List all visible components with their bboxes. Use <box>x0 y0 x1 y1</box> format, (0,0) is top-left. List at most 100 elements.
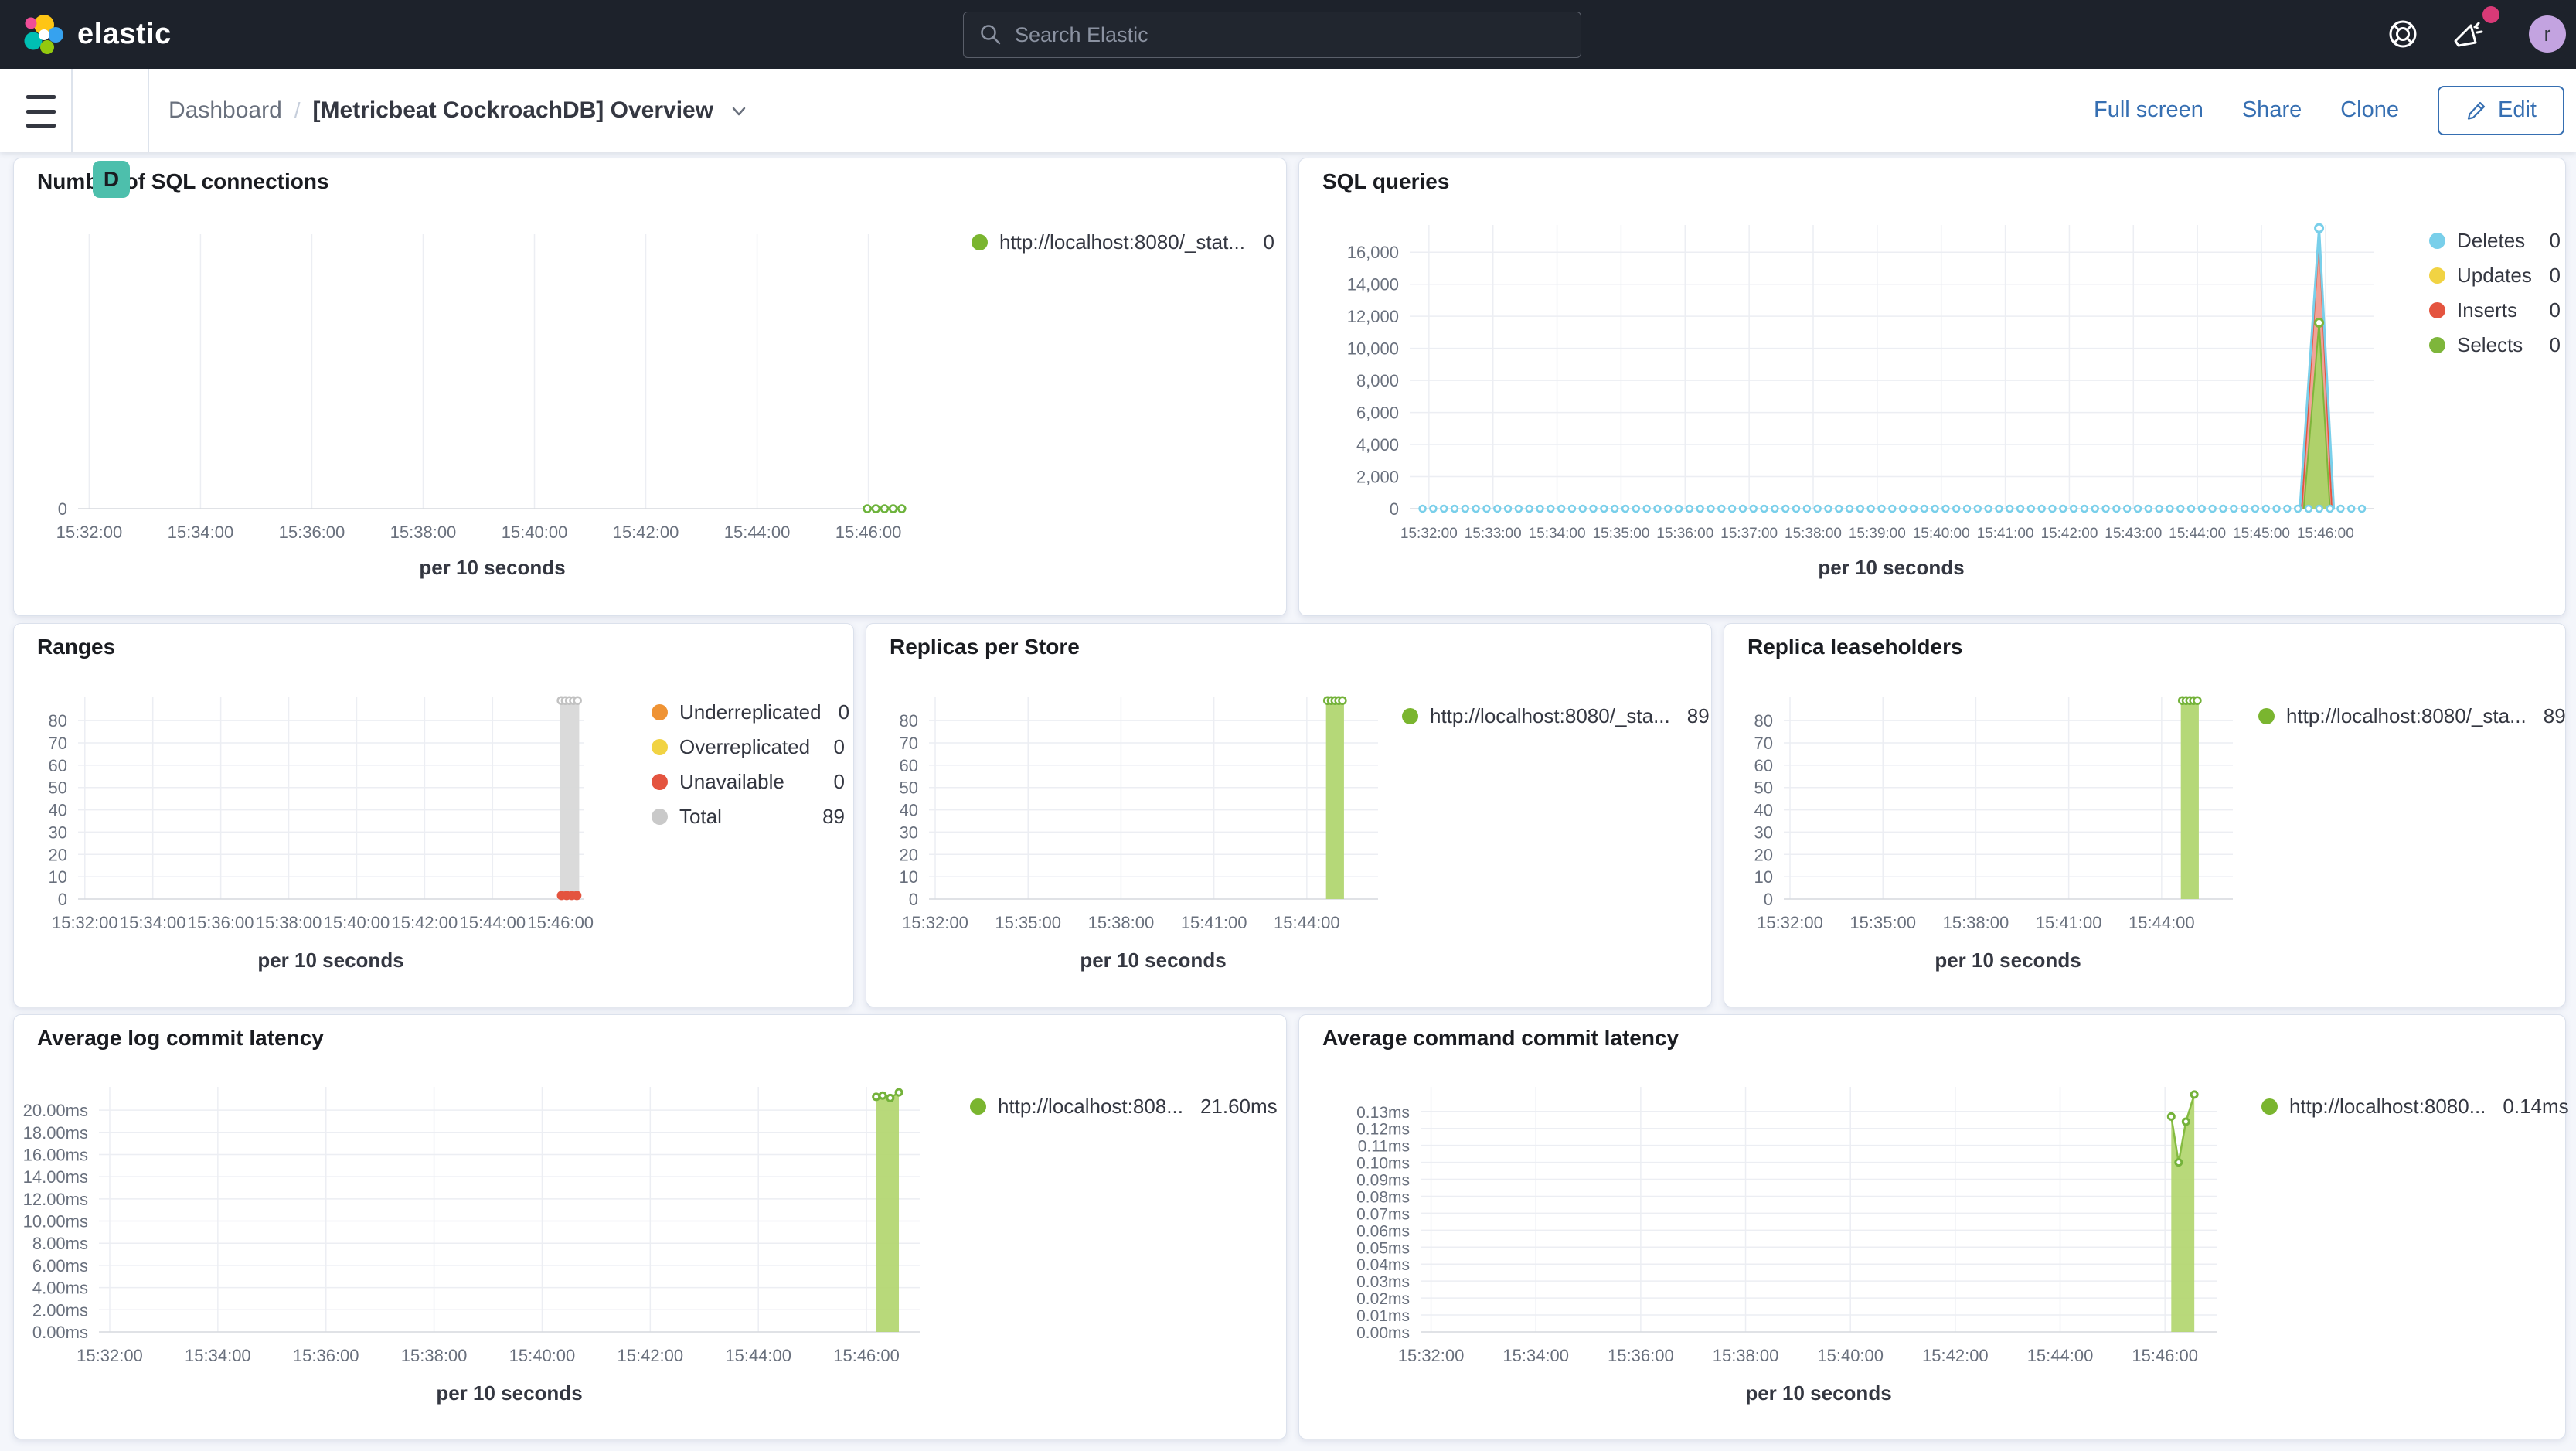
legend-item[interactable]: Overreplicated 0 <box>652 730 845 765</box>
legend-item[interactable]: http://localhost:8080/_sta... 89 <box>1402 699 1710 734</box>
svg-text:80: 80 <box>1754 711 1773 731</box>
svg-text:15:44:00: 15:44:00 <box>725 1346 791 1365</box>
svg-text:12,000: 12,000 <box>1347 307 1399 326</box>
chart-canvas[interactable]: 15:32:00 15:34:00 15:36:00 15:38:00 15:40:00… <box>14 1015 1284 1436</box>
svg-text:15:41:00: 15:41:00 <box>1977 526 2034 542</box>
global-search[interactable] <box>963 12 1581 58</box>
svg-text:0: 0 <box>1764 890 1773 909</box>
svg-text:15:41:00: 15:41:00 <box>1181 913 1247 932</box>
global-header: elastic r <box>0 0 2576 69</box>
svg-text:6,000: 6,000 <box>1356 404 1399 423</box>
svg-text:6.00ms: 6.00ms <box>32 1256 88 1276</box>
elastic-logo[interactable]: elastic <box>23 13 172 56</box>
breadcrumb-dashboard[interactable]: Dashboard <box>168 97 282 123</box>
svg-text:15:36:00: 15:36:00 <box>279 523 345 542</box>
search-input[interactable] <box>1013 22 1581 48</box>
legend-label: Deletes <box>2457 229 2526 252</box>
svg-text:15:38:00: 15:38:00 <box>1943 913 2009 932</box>
chart-canvas[interactable]: 15:32:00 15:34:00 15:36:00 15:38:00 15:40:00… <box>14 624 851 1004</box>
legend-label: Underreplicated <box>679 700 822 724</box>
svg-text:50: 50 <box>49 778 67 798</box>
legend-item[interactable]: http://localhost:8080/_stat... 0 <box>972 225 1274 260</box>
legend-dot <box>970 1098 986 1115</box>
svg-text:60: 60 <box>900 756 918 775</box>
legend-item[interactable]: http://localhost:8080/_sta... 89 <box>2258 699 2566 734</box>
full-screen-link[interactable]: Full screen <box>2094 97 2203 122</box>
legend-item[interactable]: Inserts 0 <box>2429 293 2561 328</box>
svg-text:20: 20 <box>1754 845 1773 864</box>
svg-text:15:44:00: 15:44:00 <box>2129 913 2195 932</box>
legend-item[interactable]: Deletes 0 <box>2429 223 2561 258</box>
share-link[interactable]: Share <box>2241 97 2302 122</box>
svg-text:15:32:00: 15:32:00 <box>52 913 118 932</box>
chart-canvas[interactable]: 15:32:00 15:35:00 15:38:00 15:41:00 15:44:00… <box>1724 624 2563 1004</box>
svg-text:15:35:00: 15:35:00 <box>1592 526 1649 542</box>
svg-text:0: 0 <box>909 890 918 909</box>
svg-text:12.00ms: 12.00ms <box>23 1190 88 1209</box>
legend-label: http://localhost:8080/_sta... <box>1430 704 1670 727</box>
svg-text:0.03ms: 0.03ms <box>1356 1273 1410 1291</box>
svg-text:15:42:00: 15:42:00 <box>1922 1346 1989 1365</box>
svg-text:18.00ms: 18.00ms <box>23 1123 88 1143</box>
svg-text:0: 0 <box>58 499 67 519</box>
legend-label: Total <box>679 805 722 828</box>
svg-text:10: 10 <box>1754 867 1773 887</box>
legend-item[interactable]: Underreplicated 0 <box>652 695 849 730</box>
panel-sql-queries: SQL queries 15:32:00 15:33:00 15:34:00 15:3… <box>1298 158 2566 616</box>
svg-text:15:38:00: 15:38:00 <box>1785 526 1842 542</box>
legend-dot <box>2261 1098 2278 1115</box>
legend-dot <box>652 809 668 825</box>
svg-text:70: 70 <box>49 734 67 753</box>
svg-text:15:32:00: 15:32:00 <box>1400 526 1458 542</box>
svg-text:70: 70 <box>900 734 918 753</box>
legend-value: 21.60ms <box>1200 1095 1278 1118</box>
svg-text:15:39:00: 15:39:00 <box>1849 526 1906 542</box>
legend-item[interactable]: Selects 0 <box>2429 328 2561 363</box>
svg-text:15:40:00: 15:40:00 <box>509 1346 576 1365</box>
legend-item[interactable]: http://localhost:8080... 0.14ms <box>2261 1089 2569 1124</box>
svg-text:15:46:00: 15:46:00 <box>2297 526 2354 542</box>
svg-text:15:46:00: 15:46:00 <box>833 1346 900 1365</box>
svg-text:0.01ms: 0.01ms <box>1356 1307 1410 1325</box>
breadcrumb-separator: / <box>294 97 301 122</box>
edit-button[interactable]: Edit <box>2438 85 2564 135</box>
chart-canvas[interactable]: 15:32:00 15:35:00 15:38:00 15:41:00 15:44:00… <box>866 624 1709 1004</box>
legend-label: Overreplicated <box>679 735 811 758</box>
chart-canvas[interactable]: 15:32:00 15:34:00 15:36:00 15:38:00 15:40:00… <box>1299 1015 2563 1436</box>
svg-text:15:38:00: 15:38:00 <box>256 913 322 932</box>
legend-label: Selects <box>2457 333 2523 356</box>
chart-canvas[interactable]: 15:32:00 15:34:00 15:36:00 15:38:00 15:40:00… <box>14 158 1284 613</box>
svg-text:15:34:00: 15:34:00 <box>185 1346 251 1365</box>
chart-legend: http://localhost:8080... 0.14ms <box>2261 1089 2569 1124</box>
user-avatar[interactable]: r <box>2529 15 2566 53</box>
svg-text:15:33:00: 15:33:00 <box>1465 526 1522 542</box>
legend-item[interactable]: Unavailable 0 <box>652 765 845 799</box>
chart-canvas[interactable]: 15:32:00 15:33:00 15:34:00 15:35:00 15:36:00… <box>1299 158 2563 613</box>
legend-item[interactable]: Total 89 <box>652 799 845 834</box>
legend-item[interactable]: http://localhost:808... 21.60ms <box>970 1089 1278 1124</box>
search-icon <box>981 25 1001 45</box>
title-menu-button[interactable] <box>729 100 749 121</box>
svg-text:15:36:00: 15:36:00 <box>293 1346 359 1365</box>
help-button[interactable] <box>2384 15 2421 53</box>
menu-button[interactable] <box>26 94 57 129</box>
svg-text:15:44:00: 15:44:00 <box>724 523 791 542</box>
avatar-initial: r <box>2544 22 2551 46</box>
legend-dot <box>2258 708 2275 724</box>
legend-value: 0.14ms <box>2503 1095 2569 1118</box>
svg-text:15:40:00: 15:40:00 <box>1817 1346 1884 1365</box>
newsfeed-button[interactable] <box>2448 15 2486 53</box>
breadcrumb: Dashboard / [Metricbeat CockroachDB] Ove… <box>168 69 749 152</box>
svg-text:10.00ms: 10.00ms <box>23 1212 88 1231</box>
svg-text:4,000: 4,000 <box>1356 435 1399 455</box>
legend-item[interactable]: Updates 0 <box>2429 258 2561 293</box>
clone-link[interactable]: Clone <box>2340 97 2400 122</box>
panel-number-of-sql-connections: Number of SQL connections 15:32:00 15:34:… <box>13 158 1287 616</box>
svg-text:15:36:00: 15:36:00 <box>188 913 254 932</box>
svg-text:15:44:00: 15:44:00 <box>2027 1346 2094 1365</box>
svg-text:15:32:00: 15:32:00 <box>902 913 968 932</box>
svg-text:15:34:00: 15:34:00 <box>168 523 234 542</box>
svg-text:10,000: 10,000 <box>1347 339 1399 359</box>
chart-legend: http://localhost:8080/_sta... 89 <box>2258 699 2566 734</box>
svg-text:15:44:00: 15:44:00 <box>459 913 526 932</box>
